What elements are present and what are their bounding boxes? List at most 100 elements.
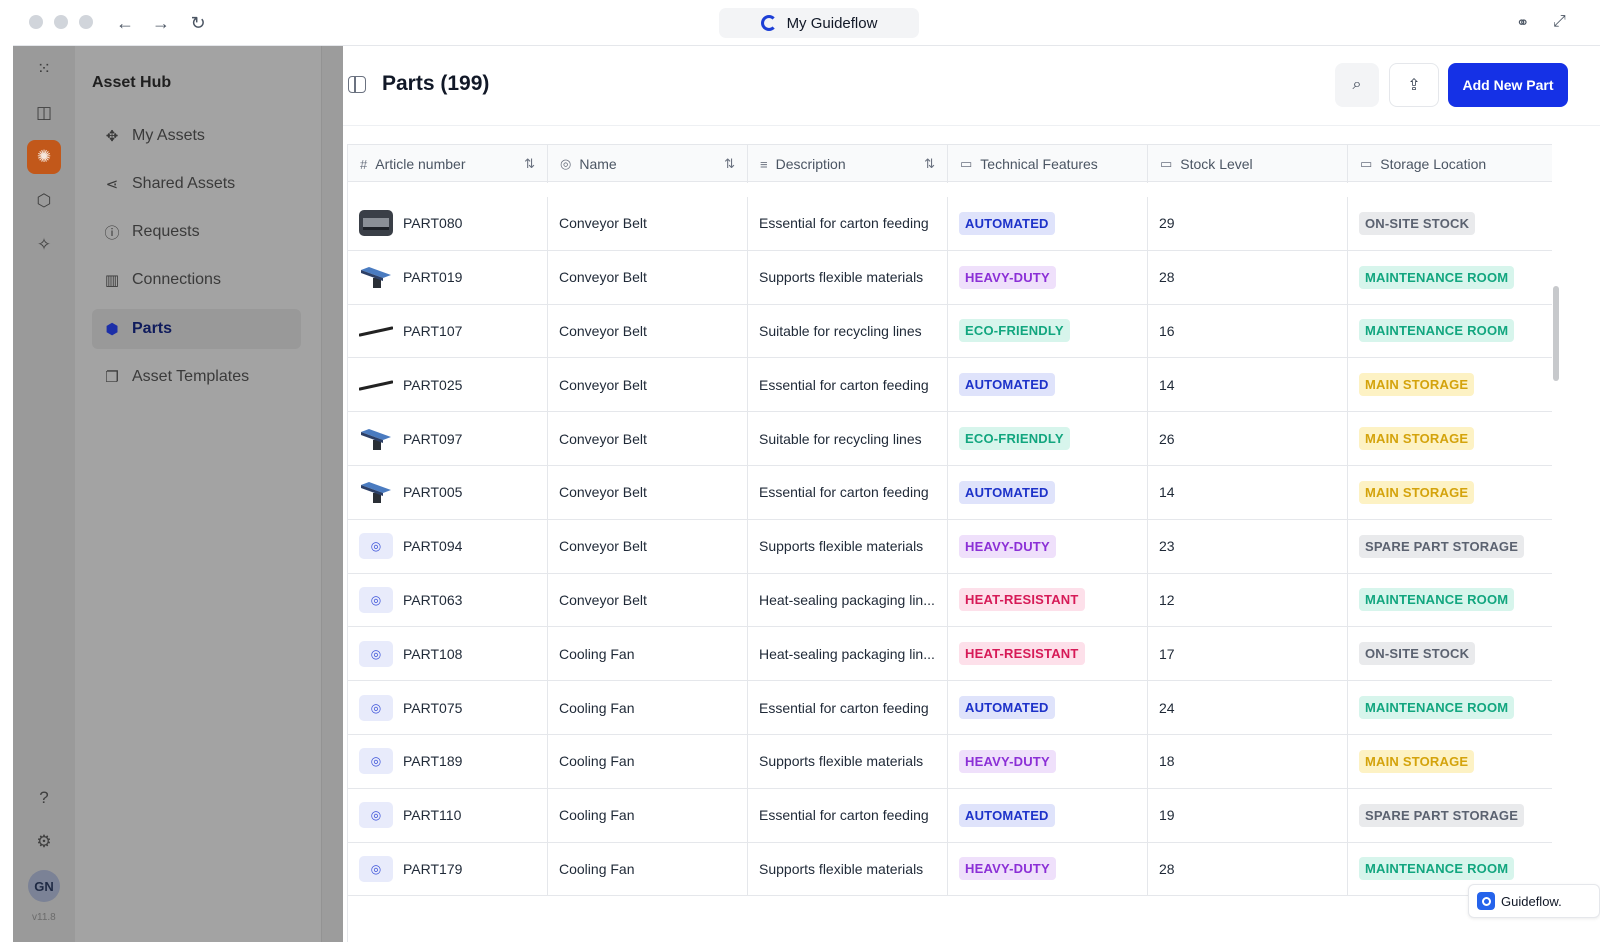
cell-stock-level[interactable]: 16 (1148, 304, 1348, 358)
cell-article[interactable]: ◎ PART075 (348, 681, 548, 734)
cell-stock-level[interactable]: 29 (1148, 197, 1348, 250)
column-description[interactable]: ≡ Description ⇅ (748, 145, 948, 183)
minimize-window-button[interactable] (54, 15, 68, 29)
cell-technical-feature[interactable]: HEAVY-DUTY (948, 734, 1148, 788)
column-article-number[interactable]: # Article number ⇅ (348, 145, 548, 183)
cell-description[interactable]: Heat-sealing packaging lin... (748, 627, 948, 681)
cell-stock-level[interactable]: 19 (1148, 788, 1348, 842)
cell-name[interactable]: Conveyor Belt (548, 358, 748, 412)
cell-storage-location[interactable]: MAINTENANCE ROOM (1348, 843, 1552, 896)
sort-icon[interactable]: ⇅ (724, 156, 735, 171)
cell-stock-level[interactable]: 28 (1148, 250, 1348, 304)
expand-icon[interactable]: ⤢ (1553, 13, 1566, 30)
cell-technical-feature[interactable]: ECO-FRIENDLY (948, 304, 1148, 358)
table-row[interactable]: PART097 Conveyor Belt Suitable for recycli… (348, 412, 1552, 466)
cell-description[interactable]: Supports flexible materials (748, 519, 948, 573)
cell-name[interactable]: Conveyor Belt (548, 304, 748, 358)
cell-storage-location[interactable]: SPARE PART STORAGE (1348, 789, 1552, 842)
cell-technical-feature[interactable]: HEAVY-DUTY (948, 842, 1148, 896)
cell-name[interactable]: Cooling Fan (548, 627, 748, 681)
help-icon[interactable]: ? (39, 788, 49, 807)
gear-icon[interactable]: ⚙ (36, 832, 52, 851)
cell-stock-level[interactable]: 28 (1148, 842, 1348, 896)
cell-name[interactable]: Cooling Fan (548, 681, 748, 734)
cell-stock-level[interactable]: 26 (1148, 412, 1348, 465)
table-row[interactable]: PART107 Conveyor Belt Suitable for recycli… (348, 304, 1552, 359)
cell-description[interactable]: Suitable for recycling lines (748, 412, 948, 465)
asset-hub-icon[interactable]: ✺ (27, 140, 61, 174)
sidebar-item-asset-templates[interactable]: ❐ Asset Templates (92, 357, 301, 397)
cell-stock-level[interactable]: 14 (1148, 465, 1348, 519)
sidebar-item-connections[interactable]: ▥ Connections (92, 260, 301, 300)
cell-technical-feature[interactable]: HEAT-RESISTANT (948, 627, 1148, 681)
vertical-scrollbar[interactable] (1553, 286, 1559, 381)
3d-icon[interactable]: ⬡ (36, 191, 52, 210)
cell-name[interactable]: Conveyor Belt (548, 465, 748, 519)
sort-icon[interactable]: ⇅ (924, 156, 935, 171)
cell-article[interactable]: ◎ PART108 (348, 627, 548, 681)
cell-storage-location[interactable]: ON-SITE STOCK (1348, 627, 1552, 680)
cell-stock-level[interactable]: 24 (1148, 681, 1348, 734)
table-row[interactable]: ◎ PART108 Cooling Fan Heat-sealing packagin… (348, 627, 1552, 682)
apps-grid-icon[interactable]: ⁙ (36, 59, 52, 78)
cell-name[interactable]: Conveyor Belt (548, 250, 748, 304)
search-button[interactable]: ⌕ (1335, 63, 1379, 107)
cell-description[interactable]: Supports flexible materials (748, 250, 948, 304)
cell-storage-location[interactable]: MAIN STORAGE (1348, 358, 1552, 411)
cell-article[interactable]: ◎ PART063 (348, 573, 548, 627)
cell-technical-feature[interactable]: AUTOMATED (948, 788, 1148, 842)
maximize-window-button[interactable] (79, 15, 93, 29)
cell-name[interactable]: Conveyor Belt (548, 519, 748, 573)
cell-description[interactable]: Essential for carton feeding (748, 465, 948, 519)
cell-technical-feature[interactable]: AUTOMATED (948, 197, 1148, 250)
cell-stock-level[interactable]: 12 (1148, 573, 1348, 627)
table-row[interactable]: ◎ PART063 Conveyor Belt Heat-sealing packag… (348, 573, 1552, 628)
sidebar-item-parts[interactable]: ⬢ Parts (92, 309, 301, 349)
add-new-part-button[interactable]: Add New Part (1448, 63, 1568, 107)
cell-stock-level[interactable]: 23 (1148, 519, 1348, 573)
avatar[interactable]: GN (28, 870, 60, 902)
modules-icon[interactable]: ◫ (35, 103, 53, 122)
column-technical-features[interactable]: ▭ Technical Features (948, 145, 1148, 183)
table-row[interactable]: ◎ PART179 Cooling Fan Supports flexible mat… (348, 842, 1552, 897)
table-row[interactable]: ◎ PART110 Cooling Fan Essential for carton … (348, 788, 1552, 843)
cell-article[interactable]: PART097 (348, 412, 548, 465)
cell-article[interactable]: PART025 (348, 358, 548, 412)
forward-arrow-icon[interactable]: → (152, 12, 170, 33)
cell-description[interactable]: Essential for carton feeding (748, 197, 948, 250)
table-row[interactable]: ◎ PART094 Conveyor Belt Supports flexible m… (348, 519, 1552, 574)
cell-technical-feature[interactable]: HEAVY-DUTY (948, 519, 1148, 573)
cell-name[interactable]: Conveyor Belt (548, 197, 748, 250)
cell-stock-level[interactable]: 14 (1148, 358, 1348, 412)
reload-icon[interactable]: ↻ (190, 12, 206, 33)
cell-description[interactable]: Essential for carton feeding (748, 788, 948, 842)
cell-name[interactable]: Cooling Fan (548, 842, 748, 896)
address-bar[interactable]: My Guideflow (719, 8, 919, 38)
cell-article[interactable]: ◎ PART094 (348, 519, 548, 573)
back-arrow-icon[interactable]: ← (116, 12, 134, 33)
cell-storage-location[interactable]: MAINTENANCE ROOM (1348, 681, 1552, 734)
cell-article[interactable]: PART005 (348, 465, 548, 519)
cell-name[interactable]: Cooling Fan (548, 734, 748, 788)
cell-article[interactable]: PART107 (348, 304, 548, 358)
table-row[interactable]: PART019 Conveyor Belt Supports flexible ma… (348, 250, 1552, 305)
sparkle-icon[interactable]: ✧ (36, 235, 52, 254)
cell-article[interactable]: ◎ PART189 (348, 734, 548, 788)
cell-technical-feature[interactable]: HEAVY-DUTY (948, 250, 1148, 304)
cell-description[interactable]: Essential for carton feeding (748, 681, 948, 734)
cell-technical-feature[interactable]: AUTOMATED (948, 681, 1148, 734)
panel-divider[interactable] (321, 46, 343, 942)
cell-stock-level[interactable]: 17 (1148, 627, 1348, 681)
cell-storage-location[interactable]: ON-SITE STOCK (1348, 197, 1552, 250)
cell-storage-location[interactable]: MAINTENANCE ROOM (1348, 574, 1552, 627)
cell-name[interactable]: Conveyor Belt (548, 573, 748, 627)
cell-description[interactable]: Supports flexible materials (748, 842, 948, 896)
table-row[interactable]: PART005 Conveyor Belt Essential for carton… (348, 465, 1552, 520)
cell-article[interactable]: PART080 (348, 197, 548, 250)
table-row[interactable]: ◎ PART189 Cooling Fan Supports flexible mat… (348, 734, 1552, 789)
cell-description[interactable]: Supports flexible materials (748, 734, 948, 788)
table-row[interactable]: ◎ PART075 Cooling Fan Essential for carton … (348, 681, 1552, 735)
cell-article[interactable]: ◎ PART110 (348, 788, 548, 842)
cell-description[interactable]: Suitable for recycling lines (748, 304, 948, 358)
cell-technical-feature[interactable]: AUTOMATED (948, 358, 1148, 412)
